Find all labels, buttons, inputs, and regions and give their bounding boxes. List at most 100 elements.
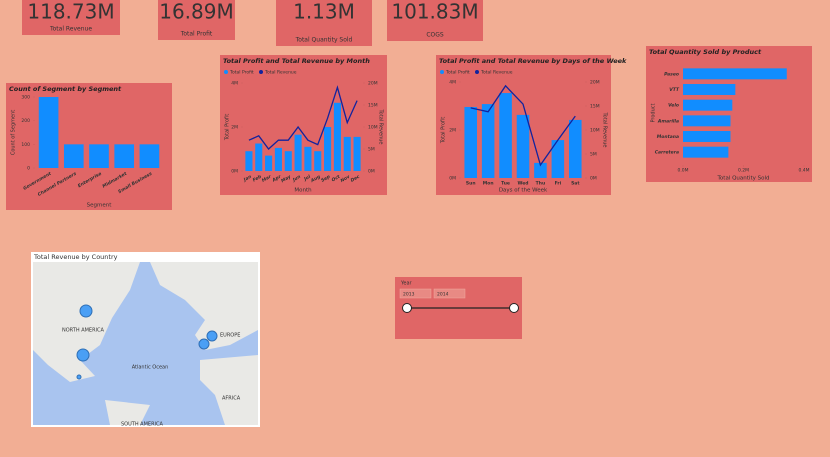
legend-label: Total Revenue (264, 70, 297, 76)
x-axis-title: Total Quantity Sold (717, 176, 770, 182)
map-label: EUROPE (220, 333, 240, 339)
y-tick-label: Montana (657, 134, 679, 140)
legend-label: Total Profit (229, 70, 254, 76)
bar (683, 68, 787, 80)
x-tick-label: 0.0M (677, 168, 688, 174)
y-tick-label: VTT (669, 87, 680, 93)
map-bubble[interactable] (198, 338, 210, 350)
y-tick-label: 200 (21, 118, 30, 124)
x-tick-label: Apr (271, 173, 283, 184)
bar (139, 144, 160, 168)
y2-tick-label: 5M (368, 147, 375, 153)
y-axis-title: Count of Segment (11, 110, 17, 155)
chart-title: Total Quantity Sold by Product (649, 48, 762, 56)
y-tick-label: Velo (668, 103, 679, 109)
y2-tick-label: 15M (590, 104, 600, 110)
legend-swatch (259, 70, 263, 74)
x-tick-label: Sun (466, 181, 476, 187)
y-tick-label: 100 (21, 142, 30, 148)
line (248, 85, 358, 150)
kpi-card (387, 0, 483, 41)
y-tick-label: Carretera (655, 150, 679, 156)
x-tick-label: 0.2M (738, 168, 749, 174)
bar (314, 151, 322, 171)
land (33, 262, 140, 382)
kpi-value: 101.83M (391, 0, 478, 24)
y2-tick-label: 5M (590, 152, 597, 158)
y2-tick-label: 15M (368, 103, 378, 109)
map-bubble[interactable] (79, 304, 93, 318)
x-axis-title: Days of the Week (499, 188, 548, 194)
x-axis-title: Month (294, 188, 312, 194)
slicer-to: 2014 (437, 292, 449, 298)
x-tick-label: Jun (291, 174, 302, 184)
map-bubble[interactable] (76, 374, 82, 380)
map-label: NORTH AMERICA (62, 328, 105, 334)
bar (353, 136, 361, 171)
x-tick-label: Sep (320, 173, 332, 183)
bar (304, 146, 312, 171)
x-tick-label: Fri (555, 181, 562, 187)
bar (265, 155, 273, 171)
x-tick-label: Mar (261, 173, 273, 183)
y-tick-label: 2M (231, 125, 238, 131)
x-tick-label: May (280, 173, 293, 184)
land (150, 262, 258, 350)
bar (683, 84, 736, 95)
y-axis-title: Total Profit (441, 117, 447, 144)
bar (114, 144, 135, 168)
slicer-handle[interactable] (402, 303, 412, 313)
kpi-label: Total Quantity Sold (295, 37, 353, 44)
kpi-card (158, 0, 235, 40)
map-label: Atlantic Ocean (132, 365, 169, 371)
y-tick-label: Amarilla (657, 118, 679, 124)
y-tick-label: 4M (231, 81, 238, 87)
bar (274, 147, 282, 171)
x-tick-label: Jan (242, 174, 253, 184)
kpi-label: Total Profit (180, 31, 213, 38)
chart-title: Count of Segment by Segment (9, 85, 122, 93)
slicer-handle[interactable] (509, 303, 519, 313)
bar (683, 146, 729, 158)
bar (481, 104, 495, 178)
bar (245, 151, 253, 171)
slicer-title: Year (400, 281, 413, 287)
chart-title: Total Profit and Total Revenue by Days o… (439, 57, 627, 65)
chart-frame (220, 55, 387, 195)
kpi-card (276, 0, 372, 46)
kpi-label: COGS (426, 32, 444, 39)
y-tick-label: 4M (449, 80, 456, 86)
bar (464, 106, 477, 178)
bar (683, 115, 731, 127)
x-tick-label: Oct (331, 173, 342, 183)
bar (38, 97, 59, 168)
map-label: AFRICA (222, 396, 241, 402)
y2-tick-label: 10M (368, 125, 378, 131)
slicer-from: 2013 (403, 292, 415, 298)
x-tick-label: Mon (483, 181, 494, 187)
bar (284, 151, 292, 171)
map-bubble[interactable] (76, 348, 90, 362)
y-tick-label: 0M (231, 169, 238, 175)
land (105, 400, 150, 425)
map-bubble[interactable] (206, 330, 218, 342)
bar (683, 99, 733, 111)
y-tick-label: 0M (449, 176, 456, 182)
y2-axis-title: Total Revenue (602, 111, 608, 147)
slicer-input[interactable] (433, 288, 466, 299)
x-tick-label: Sat (571, 181, 580, 187)
y-axis-title: Product (651, 103, 657, 122)
kpi-value: 16.89M (159, 0, 234, 24)
y2-tick-label: 20M (590, 80, 600, 86)
x-tick-label: Jul (302, 174, 312, 183)
y-tick-label: 300 (21, 95, 30, 101)
line (470, 84, 576, 167)
bar (534, 162, 547, 178)
legend-swatch (224, 70, 228, 74)
bar (63, 144, 84, 168)
kpi-label: Total Revenue (49, 26, 92, 33)
bar (89, 144, 109, 168)
y-tick-label: 2M (449, 128, 456, 134)
slicer-input[interactable] (399, 288, 432, 299)
legend-label: Total Revenue (480, 70, 513, 76)
